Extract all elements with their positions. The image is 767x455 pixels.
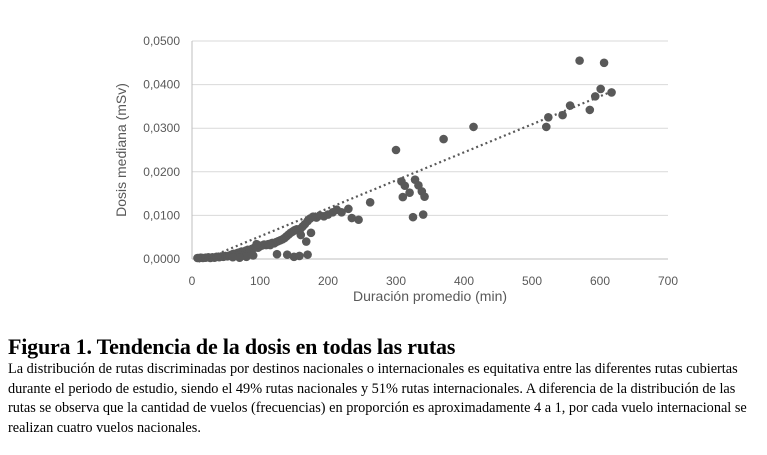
data-point	[242, 252, 251, 262]
x-tick-labels: 0 100 200 300 400 500 600 700	[189, 274, 679, 288]
y-axis-label: Dosis mediana (mSv)	[113, 83, 129, 217]
x-tick-label: 600	[590, 274, 610, 288]
data-point	[282, 250, 292, 259]
data-point	[252, 239, 261, 249]
data-point	[599, 58, 609, 68]
data-point	[391, 145, 401, 155]
scatter-chart: 0,0000 0,0100 0,0200 0,0300 0,0400 0,0500 0 10…	[113, 34, 679, 304]
data-point	[235, 253, 244, 262]
data-point	[228, 252, 238, 262]
data-point	[408, 212, 418, 222]
data-point	[585, 105, 595, 115]
y-tick-label: 0,0000	[143, 252, 180, 266]
figure-caption: Figura 1. Tendencia de la dosis en todas…	[8, 334, 456, 359]
data-point	[301, 237, 311, 246]
data-point	[420, 192, 429, 201]
data-point	[565, 101, 575, 110]
y-tick-label: 0,0300	[143, 121, 180, 135]
data-point	[405, 188, 414, 198]
y-tick-label: 0,0200	[143, 165, 180, 179]
data-point	[469, 122, 478, 132]
data-point	[596, 84, 605, 94]
x-axis-label: Duración promedio (min)	[353, 288, 507, 304]
data-point	[398, 192, 408, 202]
x-tick-label: 100	[250, 274, 270, 288]
data-point	[344, 204, 353, 214]
data-point	[347, 213, 357, 223]
data-point	[365, 198, 375, 207]
y-tick-labels: 0,0000 0,0100 0,0200 0,0300 0,0400 0,0500	[143, 34, 180, 266]
data-point	[400, 181, 410, 191]
axes	[191, 41, 668, 260]
trendline-group	[198, 89, 615, 263]
data-point	[272, 249, 282, 259]
data-point	[575, 56, 584, 65]
data-point	[295, 251, 304, 261]
x-tick-label: 400	[454, 274, 474, 288]
x-tick-label: 200	[318, 274, 338, 288]
data-point	[418, 210, 428, 219]
y-tick-label: 0,0100	[143, 208, 180, 222]
data-point	[303, 250, 312, 259]
data-point	[541, 122, 551, 132]
data-point	[265, 240, 275, 250]
data-point	[248, 251, 258, 260]
data-point	[439, 134, 448, 144]
x-tick-label: 300	[386, 274, 406, 288]
data-points	[193, 56, 616, 263]
gridlines	[192, 40, 668, 216]
data-point	[306, 228, 316, 238]
data-point	[354, 215, 363, 225]
x-tick-label: 500	[522, 274, 542, 288]
data-point	[296, 230, 306, 240]
x-tick-label: 700	[658, 274, 678, 288]
trendline	[198, 89, 615, 263]
body-paragraph: La distribución de rutas discriminadas p…	[8, 361, 747, 436]
data-point	[337, 208, 346, 217]
x-tick-label: 0	[189, 274, 196, 288]
y-tick-label: 0,0400	[143, 78, 180, 92]
y-tick-label: 0,0500	[143, 34, 180, 48]
